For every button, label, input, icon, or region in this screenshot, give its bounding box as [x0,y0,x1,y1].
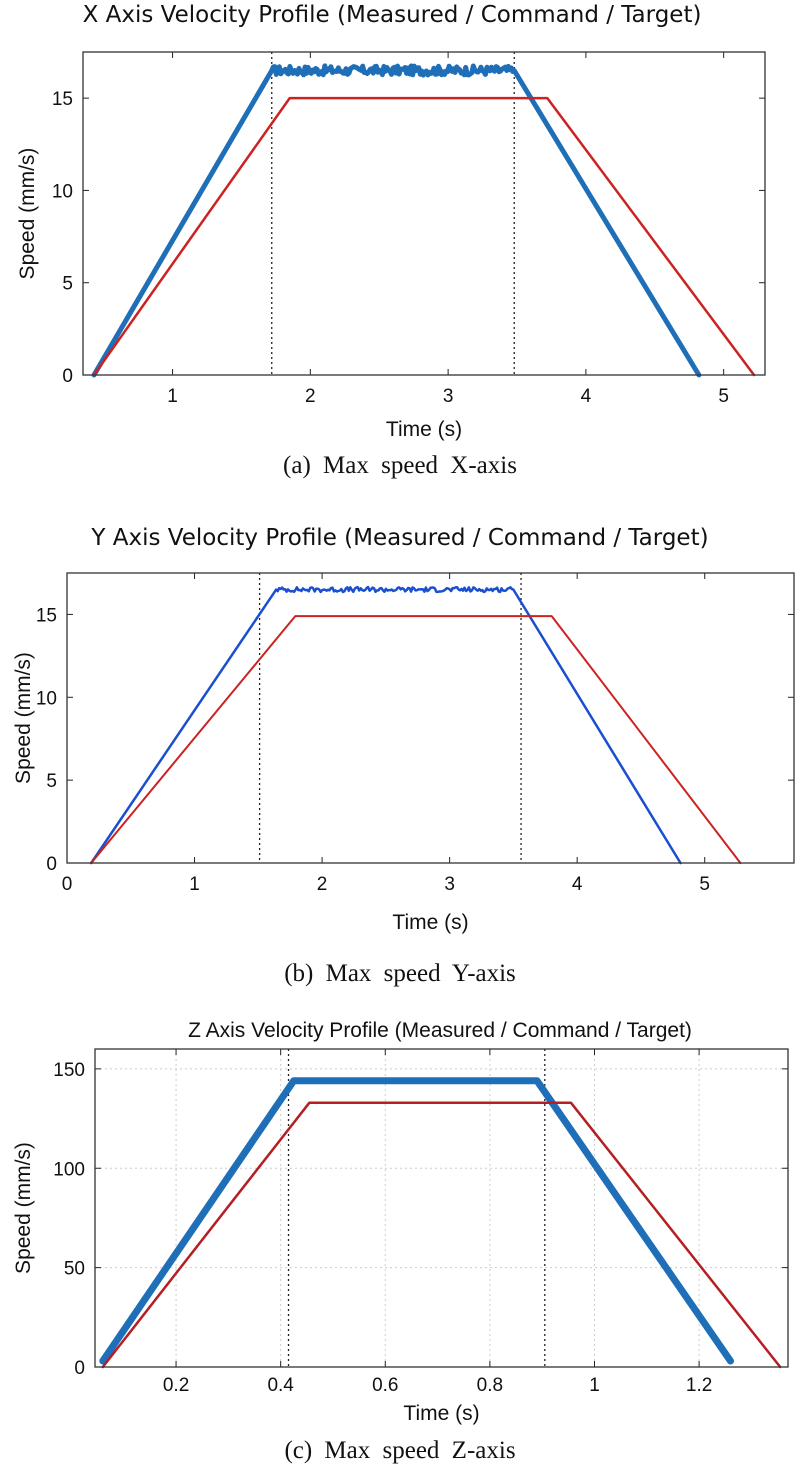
chart-title: X Axis Velocity Profile (Measured / Comm… [83,2,702,28]
x-tick-label: 3 [443,386,454,407]
x-tick-label: 1 [589,1375,600,1396]
caption-z: (c) Max speed Z-axis [284,1437,516,1464]
chart-title: Z Axis Velocity Profile (Measured / Comm… [188,1019,692,1042]
x-tick-label: 2 [305,386,316,407]
x-tick-label: 1.2 [686,1375,712,1396]
chart-x-svg: X Axis Velocity Profile (Measured / Comm… [16,2,766,441]
series-line [99,1077,734,1365]
x-axis-label: Time (s) [386,418,462,441]
x-tick-label: 4 [581,386,592,407]
plot-area [95,1049,788,1367]
y-tick-label: 15 [36,605,57,626]
chart-title: Y Axis Velocity Profile (Measured / Comm… [90,525,708,551]
x-tick-label: 2 [317,874,328,895]
x-tick-label: 0 [62,874,73,895]
series-line [91,63,702,378]
y-tick-label: 0 [46,854,57,875]
plot-area [83,52,765,375]
y-tick-label: 0 [74,1358,85,1379]
x-tick-label: 0.8 [477,1375,503,1396]
x-axis-label: Time (s) [392,911,468,934]
y-axis-label: Speed (mm/s) [12,1142,35,1274]
x-tick-label: 3 [444,874,455,895]
x-tick-label: 0.2 [163,1375,189,1396]
x-tick-label: 1 [189,874,200,895]
plot-frame [66,572,795,864]
y-tick-label: 15 [52,89,73,110]
x-tick-label: 1 [167,386,178,407]
series-line [101,1101,782,1369]
x-tick-label: 4 [572,874,583,895]
series-line [89,585,682,865]
y-axis-label: Speed (mm/s) [12,652,35,784]
y-tick-label: 10 [36,688,57,709]
plot-frame [94,1048,789,1368]
chart-z-svg: Z Axis Velocity Profile (Measured / Comm… [12,1019,789,1425]
x-tick-label: 5 [718,386,729,407]
series-line [90,615,742,864]
plot-frame [82,51,766,376]
caption-x: (a) Max speed X-axis [283,452,517,479]
chart-panel-z: Z Axis Velocity Profile (Measured / Comm… [0,1005,800,1477]
y-tick-label: 0 [62,366,73,387]
y-tick-label: 10 [52,181,73,202]
series-line [92,96,756,377]
chart-y-svg: Y Axis Velocity Profile (Measured / Comm… [12,525,795,934]
chart-panel-y: Y Axis Velocity Profile (Measured / Comm… [0,505,800,1000]
x-tick-label: 0.6 [372,1375,398,1396]
y-tick-label: 150 [53,1060,85,1081]
y-axis-label: Speed (mm/s) [16,148,39,280]
caption-y: (b) Max speed Y-axis [284,960,516,987]
y-tick-label: 50 [64,1259,85,1280]
x-tick-label: 0.4 [267,1375,294,1396]
y-tick-label: 5 [62,274,73,295]
x-axis-label: Time (s) [403,1402,479,1425]
x-tick-label: 5 [699,874,710,895]
y-tick-label: 5 [46,771,57,792]
chart-panel-x: X Axis Velocity Profile (Measured / Comm… [0,0,800,500]
y-tick-label: 100 [53,1159,85,1180]
